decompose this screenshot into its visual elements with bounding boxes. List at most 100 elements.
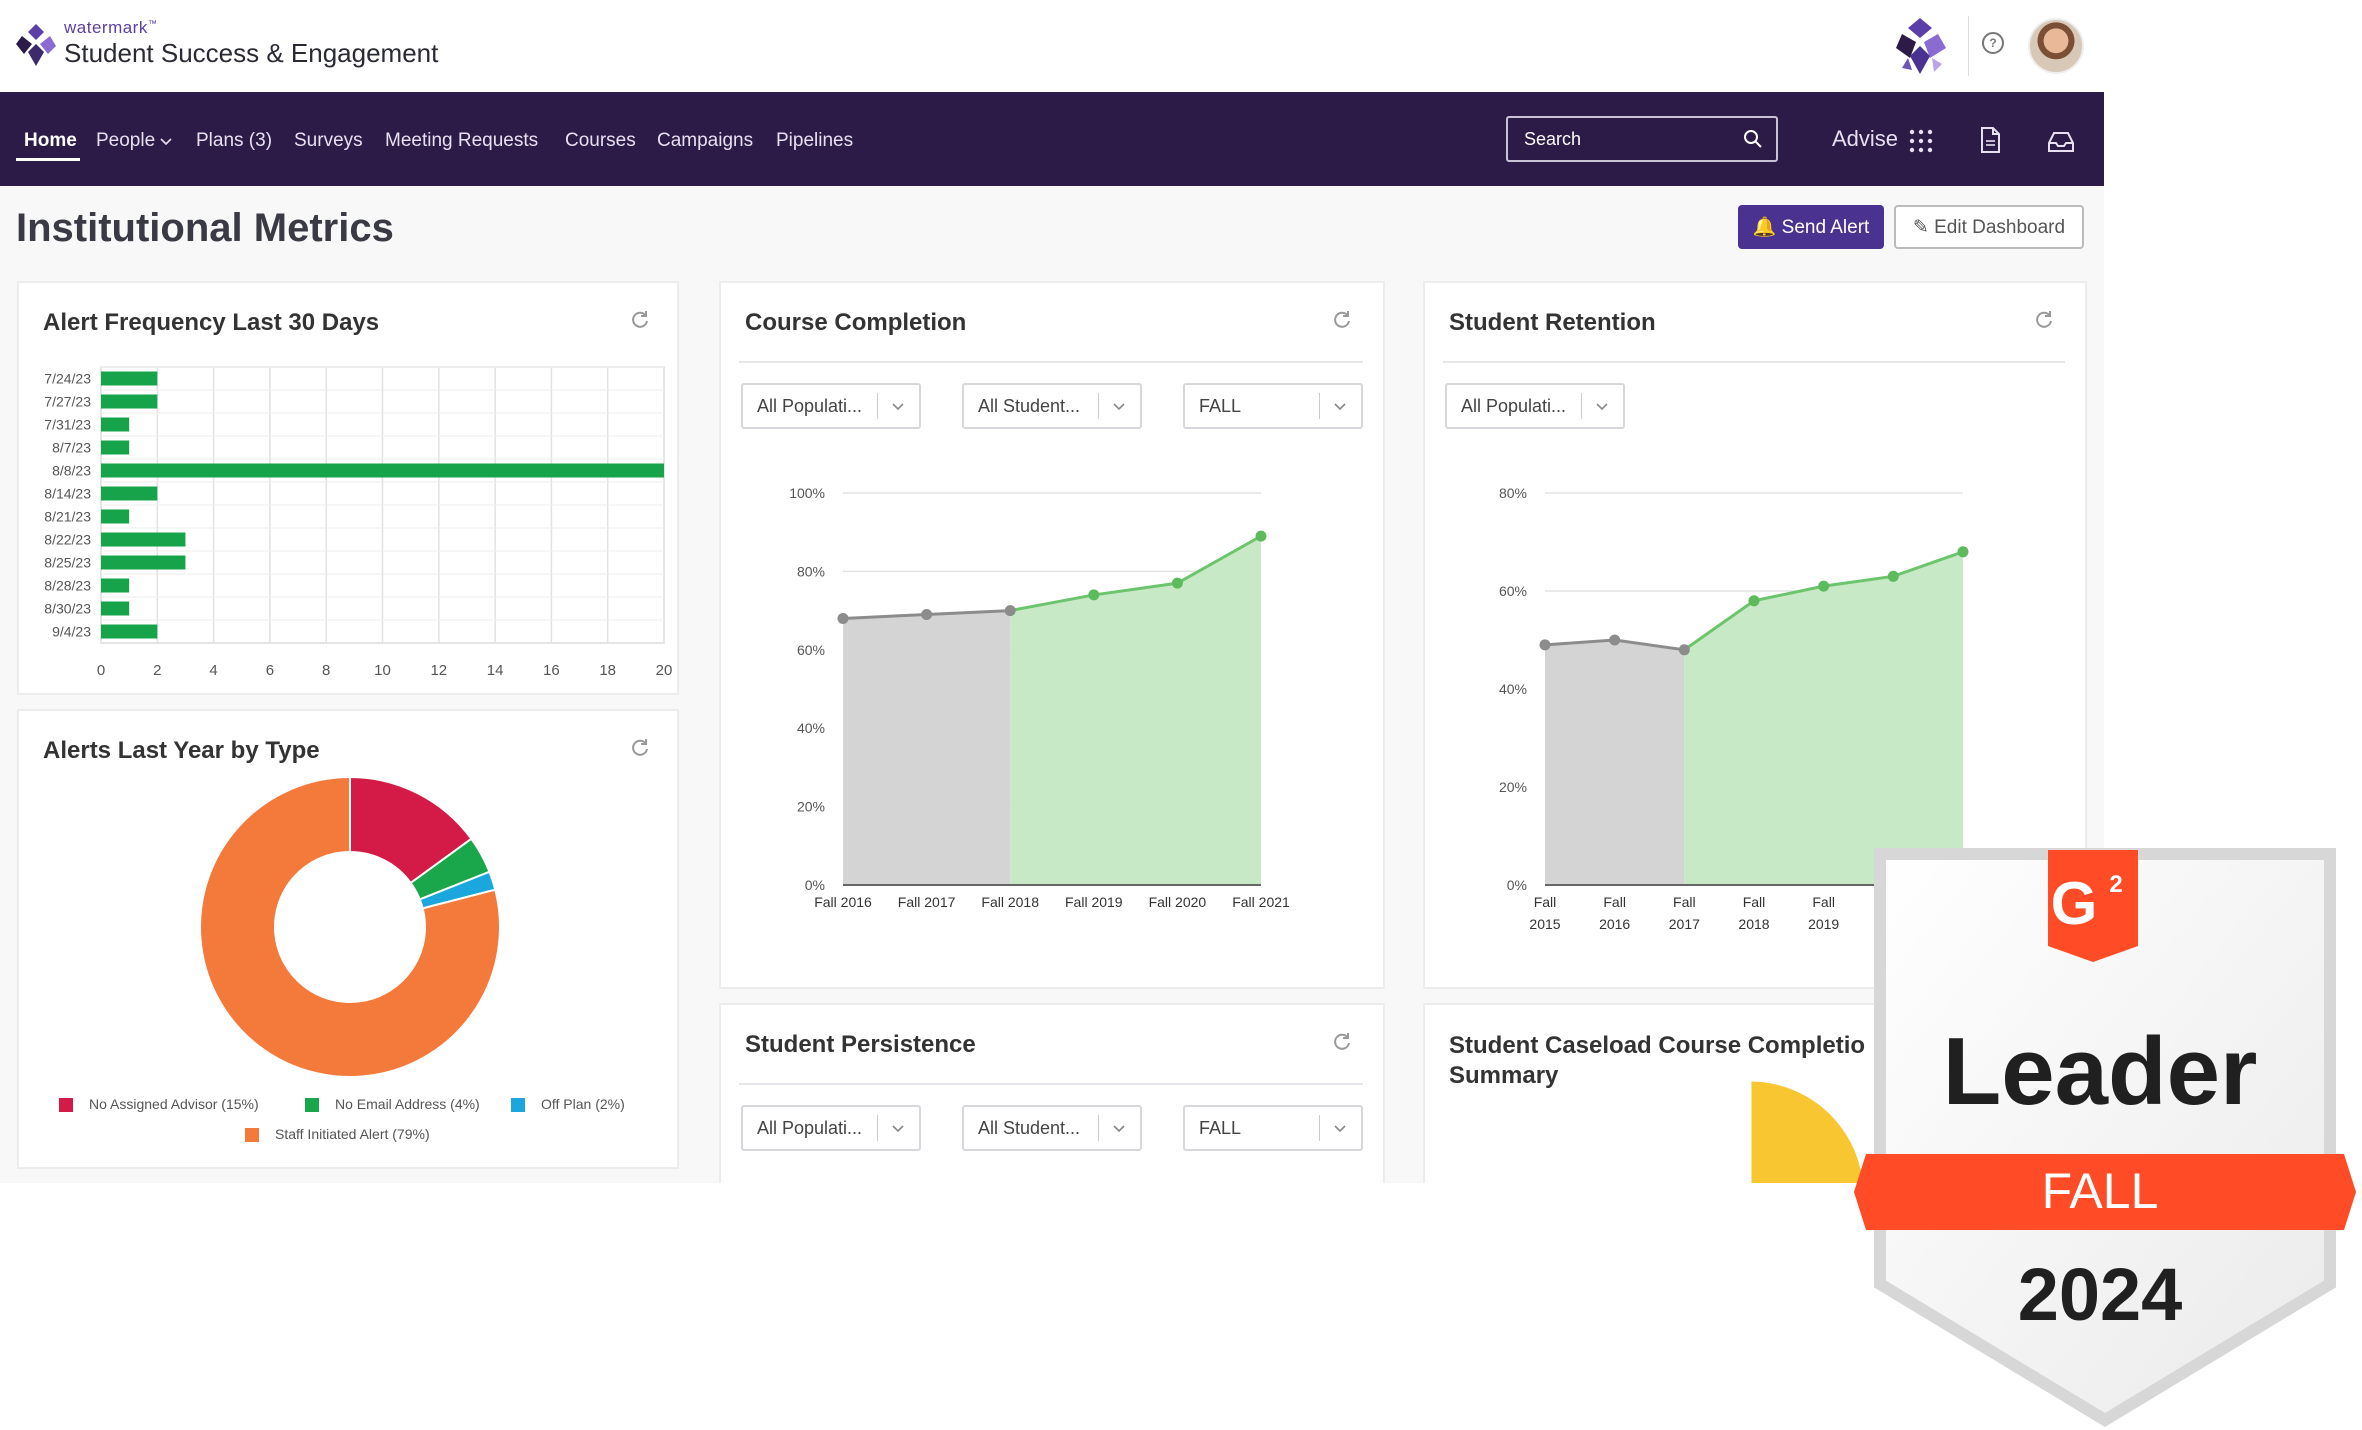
nav-campaigns[interactable]: Campaigns [657, 130, 754, 151]
bar [101, 578, 130, 593]
data-point [1678, 644, 1690, 656]
data-point [1171, 577, 1183, 589]
x-tick-label: 8 [322, 662, 330, 679]
badge-season: FALL [2042, 1163, 2159, 1219]
x-tick-label: Fall 2018 [981, 894, 1039, 910]
term-select[interactable]: FALL [1183, 383, 1363, 429]
advise-menu-label[interactable]: Advise [1832, 126, 1899, 151]
search-icon[interactable] [1742, 128, 1764, 150]
nav-courses[interactable]: Courses [565, 130, 636, 151]
student-select[interactable]: All Student... [962, 383, 1142, 429]
legend-label: No Email Address (4%) [335, 1096, 480, 1112]
nav-meeting-requests[interactable]: Meeting Requests [385, 130, 539, 151]
student-retention-title: Student Retention [1449, 309, 1656, 336]
edit-dashboard-button[interactable]: ✎ Edit Dashboard [1894, 205, 2084, 249]
y-tick-label: 0% [805, 877, 825, 893]
bar [101, 440, 130, 455]
g2-logo-letter: G [2051, 870, 2098, 937]
x-tick-label: Fall [1743, 894, 1766, 910]
x-tick-label: Fall [1812, 894, 1835, 910]
chevron-down-icon [892, 403, 904, 411]
data-point [1004, 605, 1016, 617]
nav-surveys[interactable]: Surveys [294, 130, 363, 151]
area-projected [1684, 551, 1963, 885]
chevron-down-icon [1334, 1125, 1346, 1133]
y-tick-label: 8/8/23 [52, 463, 91, 479]
bar [101, 394, 158, 409]
y-tick-label: 0% [1507, 877, 1527, 893]
app-switch-cube-icon[interactable] [1888, 14, 1952, 78]
term-select[interactable]: FALL [1183, 1105, 1363, 1151]
y-tick-label: 7/31/23 [44, 417, 91, 433]
legend-swatch [305, 1098, 319, 1112]
data-point [1255, 530, 1267, 542]
chevron-down-icon [1113, 1125, 1125, 1133]
x-tick-label: Fall 2020 [1149, 894, 1207, 910]
pie-slice [199, 775, 501, 1078]
g2-logo-superscript: 2 [2109, 871, 2122, 898]
course-completion-chart: 0% 20% 40% 60% 80% 100% Fall 2016 Fall 2017 Fall… [789, 485, 1290, 910]
chevron-down-icon [1596, 403, 1608, 411]
x-tick-label: Fall 2016 [814, 894, 872, 910]
data-point [1748, 595, 1760, 607]
x-tick-label: 2016 [1599, 916, 1630, 932]
g2-logo-shield [2048, 850, 2138, 962]
population-select[interactable]: All Populati... [741, 383, 921, 429]
watermark-logo-icon[interactable] [14, 22, 58, 68]
y-tick-label: 8/21/23 [44, 509, 91, 525]
legend-swatch [245, 1128, 259, 1142]
y-tick-label: 8/30/23 [44, 601, 91, 617]
y-tick-label: 60% [797, 642, 825, 658]
refresh-icon[interactable] [2033, 309, 2055, 331]
nav-pipelines[interactable]: Pipelines [776, 130, 854, 151]
y-tick-label: 100% [789, 485, 825, 501]
x-tick-label: 2 [153, 662, 161, 679]
chevron-down-icon [892, 1125, 904, 1133]
x-tick-label: 2017 [1669, 916, 1700, 932]
nav-people[interactable]: People [96, 130, 173, 152]
bar [101, 555, 186, 570]
data-point [1957, 546, 1969, 558]
brand-company: watermark™ [64, 18, 158, 37]
area-projected [1010, 536, 1261, 885]
badge-year: 2024 [2018, 1253, 2183, 1336]
bar [101, 371, 158, 386]
bar [101, 532, 186, 547]
apps-grid-icon[interactable] [1908, 128, 1934, 154]
y-tick-label: 8/28/23 [44, 578, 91, 594]
x-tick-label: Fall 2017 [898, 894, 956, 910]
line-projected [1009, 534, 1262, 613]
refresh-icon[interactable] [629, 737, 651, 759]
x-tick-label: 4 [209, 662, 217, 679]
search-input[interactable] [1522, 127, 1736, 151]
refresh-icon[interactable] [1331, 309, 1353, 331]
y-tick-label: 80% [797, 563, 825, 579]
user-avatar[interactable] [2028, 18, 2084, 74]
nav-active-indicator [16, 158, 80, 161]
alerts-by-type-title: Alerts Last Year by Type [43, 737, 320, 764]
course-completion-card: Course Completion All Populati... All St… [719, 281, 1385, 989]
refresh-icon[interactable] [629, 309, 651, 331]
search-box [1506, 116, 1778, 162]
legend-label: No Assigned Advisor (15%) [89, 1096, 259, 1112]
document-icon[interactable] [1978, 126, 2002, 154]
x-tick-label: 14 [487, 662, 504, 679]
legend-swatch [59, 1098, 73, 1112]
help-icon[interactable]: ? [1982, 32, 2004, 54]
population-select[interactable]: All Populati... [741, 1105, 921, 1151]
send-alert-button[interactable]: 🔔 Send Alert [1738, 205, 1884, 249]
card-divider [739, 1083, 1363, 1085]
area-historical [1545, 640, 1685, 885]
y-tick-label: 20% [1499, 779, 1527, 795]
brand-product-name: Student Success & Engagement [64, 38, 439, 68]
nav-home[interactable]: Home [24, 130, 77, 151]
caseload-summary-title: Student Caseload Course Completio Summary [1449, 1032, 1866, 1089]
refresh-icon[interactable] [1331, 1031, 1353, 1053]
student-persistence-title: Student Persistence [745, 1031, 976, 1058]
x-tick-label: Fall [1603, 894, 1626, 910]
nav-plans[interactable]: Plans (3) [196, 130, 273, 151]
population-select[interactable]: All Populati... [1445, 383, 1625, 429]
inbox-icon[interactable] [2046, 130, 2076, 154]
student-select[interactable]: All Student... [962, 1105, 1142, 1151]
bar [101, 463, 664, 478]
